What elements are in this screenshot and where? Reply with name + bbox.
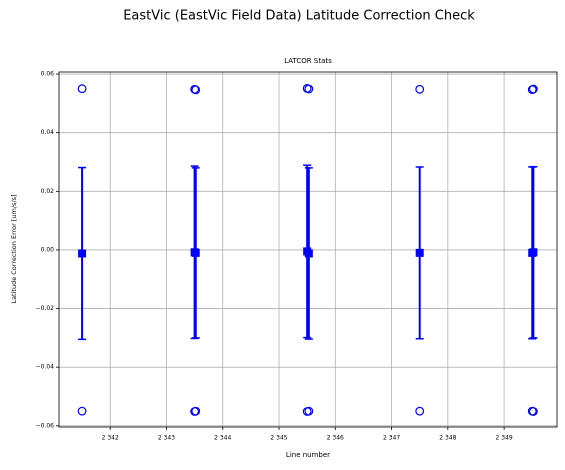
mean-marker — [78, 249, 87, 258]
max-marker — [415, 84, 425, 94]
plot-frame — [58, 71, 558, 428]
y-tick-label: 0.06 — [41, 71, 55, 78]
y-tick-label: 0.02 — [41, 188, 55, 195]
x-tick-label: 2 347 — [383, 435, 400, 442]
y-tick-label: −0.06 — [36, 422, 55, 429]
x-tick-label: 2 346 — [327, 435, 344, 442]
min-marker — [77, 406, 87, 416]
y-tick-label: 0.04 — [41, 129, 55, 136]
y-axis-label: Latitude Correction Error [um/s/s] — [10, 194, 18, 303]
min-marker — [415, 406, 425, 416]
x-tick-label: 2 345 — [270, 435, 287, 442]
y-tick-label: 0.00 — [41, 246, 55, 253]
y-tick-label: −0.04 — [36, 364, 55, 371]
mean-marker — [529, 248, 538, 257]
suptitle: EastVic (EastVic Field Data) Latitude Co… — [123, 9, 475, 24]
x-tick-label: 2 348 — [439, 435, 456, 442]
x-tick-label: 2 349 — [496, 435, 513, 442]
min-marker — [528, 407, 538, 416]
max-marker — [191, 85, 201, 95]
x-axis-label: Line number — [286, 451, 330, 459]
max-marker — [77, 84, 87, 94]
x-tick-label: 2 342 — [102, 435, 119, 442]
x-tick-label: 2 344 — [214, 435, 231, 442]
max-marker — [304, 84, 314, 94]
min-marker — [191, 406, 201, 416]
x-tick-label: 2 343 — [158, 435, 175, 442]
mean-marker — [304, 249, 313, 258]
mean-marker — [415, 248, 424, 257]
y-tick-label: −0.02 — [36, 305, 55, 312]
max-marker — [528, 84, 538, 94]
min-marker — [304, 406, 314, 416]
mean-marker — [191, 248, 200, 257]
chart-title: LATCOR Stats — [284, 57, 332, 65]
